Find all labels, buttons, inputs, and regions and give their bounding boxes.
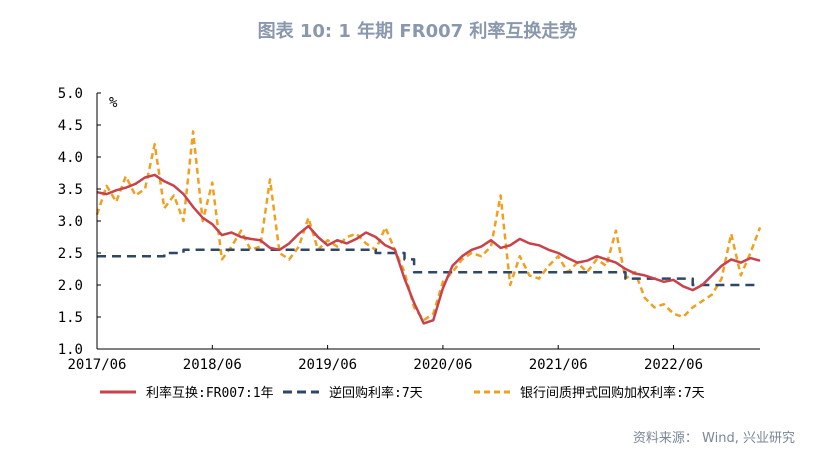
y-tick-label: 4.5 <box>58 118 83 134</box>
series-line-1 <box>96 173 761 325</box>
y-tick-label: 3.0 <box>58 214 83 230</box>
legend: 利率互换:FR007:1年 逆回购利率:7天 银行间质押式回购加权利率:7天 <box>100 385 705 401</box>
x-tick-label: 2019/06 <box>298 357 357 373</box>
y-tick-label: 2.0 <box>58 278 83 294</box>
y-axis-unit: % <box>109 95 118 111</box>
y-tick-label: 2.5 <box>58 246 83 262</box>
y-tick-label: 4.0 <box>58 150 83 166</box>
y-tick-label: 5.0 <box>58 86 83 102</box>
legend-label-2: 逆回购利率:7天 <box>329 385 423 401</box>
x-tick-label: 2018/06 <box>183 357 242 373</box>
x-tick-label: 2020/06 <box>413 357 472 373</box>
x-tick-label: 2021/06 <box>529 357 588 373</box>
legend-label-3: 银行间质押式回购加权利率:7天 <box>520 385 705 401</box>
y-tick-label: 1.0 <box>58 342 83 358</box>
legend-label-1: 利率互换:FR007:1年 <box>146 385 274 401</box>
series-layer <box>95 130 762 325</box>
x-tick-label: 2017/06 <box>67 357 126 373</box>
y-tick-label: 1.5 <box>58 310 83 326</box>
source-note: 资料来源： Wind, 兴业研究 <box>633 431 795 446</box>
x-tick-label: 2022/06 <box>644 357 703 373</box>
series-line-3 <box>95 130 762 322</box>
series-line-2 <box>97 248 760 287</box>
y-tick-label: 3.5 <box>58 182 83 198</box>
chart-title: 图表 10: 1 年期 FR007 利率互换走势 <box>258 20 578 42</box>
